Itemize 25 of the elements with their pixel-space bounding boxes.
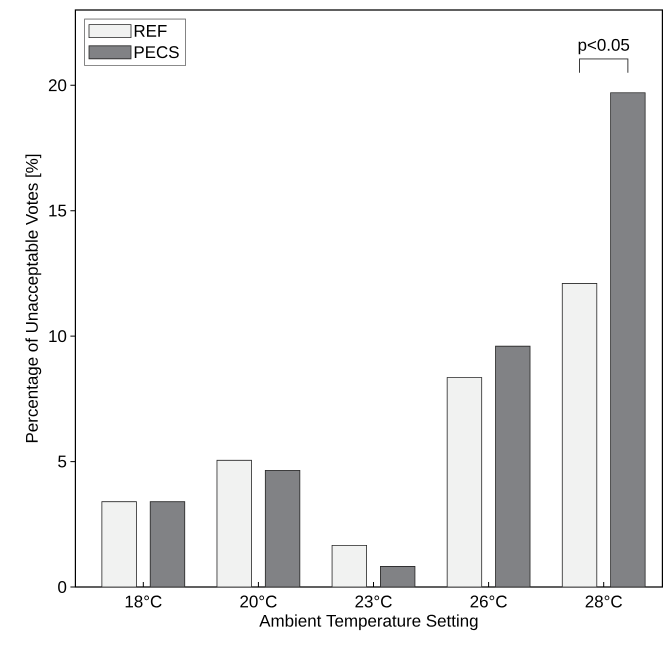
y-tick-label: 0 [58, 581, 66, 593]
annotation: p<0.05 [578, 38, 630, 54]
x-tick-label: 18°C [126, 596, 162, 608]
bar [495, 346, 530, 588]
x-tick-label: 26°C [470, 596, 507, 608]
x-axis-title: Ambient Temperature Setting [259, 614, 478, 630]
x-tick-label: 23°C [355, 596, 392, 608]
bar [101, 501, 137, 588]
legend-label: PECS [134, 46, 179, 58]
y-tick-label: 5 [58, 456, 66, 468]
x-tick-label: 28°C [586, 596, 622, 608]
legend-label: REF [134, 25, 167, 37]
x-tick-label: 20°C [240, 596, 277, 608]
bar [332, 544, 367, 588]
bar [380, 566, 416, 588]
bar [446, 377, 482, 588]
y-tick-label: 10 [49, 330, 66, 342]
bar [150, 501, 186, 588]
bar [264, 470, 300, 588]
y-tick-label: 20 [48, 79, 66, 92]
y-tick-label: 15 [49, 204, 66, 217]
bar [610, 92, 646, 588]
bar [216, 460, 252, 588]
y-axis-title: Percentage of Unacceptable Votes [%] [25, 154, 42, 442]
bar [562, 283, 598, 588]
